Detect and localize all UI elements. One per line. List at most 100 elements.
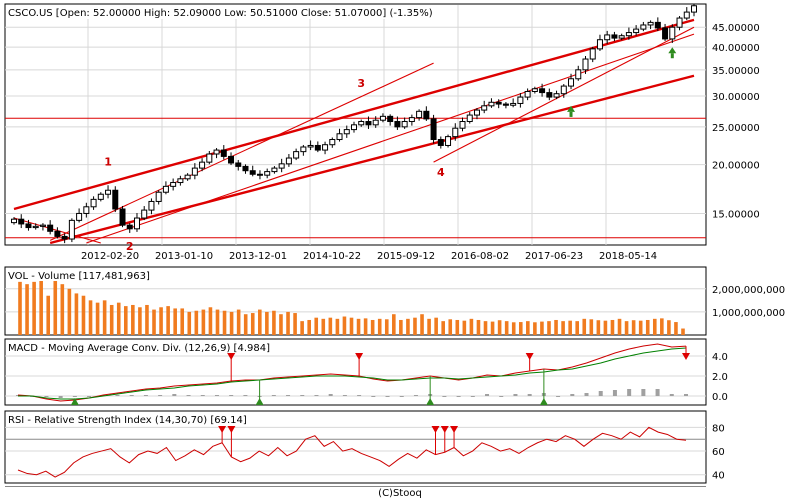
volume-bar: [307, 319, 311, 335]
rsi-panel-title: RSI - Relative Strength Index (14,30,70)…: [8, 415, 247, 426]
candle-body: [669, 26, 676, 40]
candle-body: [264, 171, 271, 176]
candle-body: [271, 167, 278, 173]
volume-bar: [561, 321, 565, 335]
macd-sell-arrow: [682, 353, 690, 360]
candle-body: [502, 103, 509, 106]
candle-body: [560, 85, 567, 95]
volume-bar: [526, 321, 530, 335]
macd-histogram-bar: [286, 395, 291, 396]
trendline: [49, 62, 434, 241]
candle-body: [68, 219, 75, 240]
volume-bar: [67, 288, 72, 335]
volume-bar: [547, 321, 551, 335]
volume-bar: [363, 318, 368, 335]
macd-histogram-bar: [314, 395, 319, 396]
candle-body: [199, 161, 206, 169]
volume-bar: [39, 279, 43, 335]
volume-bar: [617, 318, 622, 335]
volume-bar: [533, 322, 537, 335]
volume-bar: [652, 318, 657, 335]
candle-body: [90, 198, 97, 208]
candle-body: [39, 224, 46, 227]
candle-body: [691, 5, 697, 13]
candle-body: [336, 133, 343, 141]
volume-bar: [667, 320, 671, 335]
candle-body: [242, 165, 249, 172]
price-y-tick-label: 20.00000: [712, 161, 760, 172]
macd-histogram-bar: [627, 389, 632, 396]
volume-bar: [455, 319, 460, 335]
candle-body: [177, 178, 184, 184]
volume-bar: [314, 317, 319, 335]
volume-bar: [596, 320, 601, 335]
candle-body: [300, 146, 307, 153]
volume-bar: [603, 320, 608, 335]
candle-body: [372, 119, 379, 126]
wave-labels: 1 2 3 4: [104, 77, 445, 253]
volume-bar: [582, 318, 587, 335]
volume-bar: [131, 304, 135, 335]
candle-body: [604, 34, 611, 41]
candle-body: [329, 139, 336, 146]
price-y-tick-label: 25.00000: [712, 123, 760, 134]
price-x-ticks: 2012-02-20 2013-01-10 2013-12-01 2014-10-22…: [81, 251, 657, 262]
candle-body: [278, 163, 285, 169]
candle-body: [452, 127, 459, 138]
candle-body: [459, 121, 466, 129]
volume-bar: [229, 311, 234, 335]
volume-bar: [180, 308, 185, 335]
candle-body: [596, 39, 603, 50]
macd-histogram-bar: [470, 396, 475, 397]
volume-bar: [116, 302, 121, 335]
trendline: [49, 74, 695, 245]
candle-body: [488, 101, 495, 107]
candle-body: [524, 90, 531, 98]
volume-bar: [610, 319, 615, 335]
macd-sell-arrow: [525, 353, 534, 360]
macd-histogram-bar: [485, 394, 490, 396]
trendline: [13, 18, 695, 211]
candle-body: [54, 230, 61, 237]
candle-body: [18, 218, 25, 225]
candle-body: [162, 185, 169, 193]
macd-line: [17, 343, 687, 402]
macd-histogram-bar: [612, 390, 617, 396]
macd-y-ticks: 4.0 2.0 0.0: [712, 352, 728, 403]
macd-histogram-bar: [655, 389, 660, 396]
volume-bar: [109, 304, 114, 335]
candle-body: [314, 144, 321, 151]
volume-y-tick-label: 2,000,000,000: [712, 285, 785, 296]
volume-bar: [95, 302, 100, 335]
volume-bar: [123, 306, 128, 335]
candle-body: [662, 27, 669, 40]
price-horizontal-lines: [5, 117, 706, 239]
candle-body: [322, 144, 329, 151]
candle-body: [343, 129, 350, 135]
volume-bar: [413, 317, 417, 335]
volume-bar: [159, 307, 163, 335]
macd-sell-arrow: [355, 353, 364, 360]
volume-bar: [589, 319, 594, 335]
candle-body: [97, 193, 104, 200]
candle-body: [546, 92, 553, 98]
volume-bar: [406, 318, 410, 335]
macd-histogram-bar: [584, 393, 589, 396]
candle-body: [76, 212, 83, 221]
macd-histogram-bar: [669, 394, 674, 396]
candle-body: [633, 28, 640, 34]
macd-histogram-bar: [200, 395, 205, 396]
candle-body: [568, 78, 575, 87]
credit-text: (C)Stooq: [378, 488, 422, 499]
candle-body: [170, 182, 177, 187]
volume-bar: [272, 310, 276, 335]
volume-bar: [32, 281, 36, 335]
macd-histogram-bar: [300, 395, 305, 396]
volume-bar: [250, 313, 255, 335]
macd-histogram-bar: [328, 394, 333, 396]
candle-body: [148, 200, 155, 211]
macd-histogram-bar: [570, 394, 575, 396]
up-arrow-stem: [670, 53, 674, 59]
candle-body: [184, 174, 191, 180]
